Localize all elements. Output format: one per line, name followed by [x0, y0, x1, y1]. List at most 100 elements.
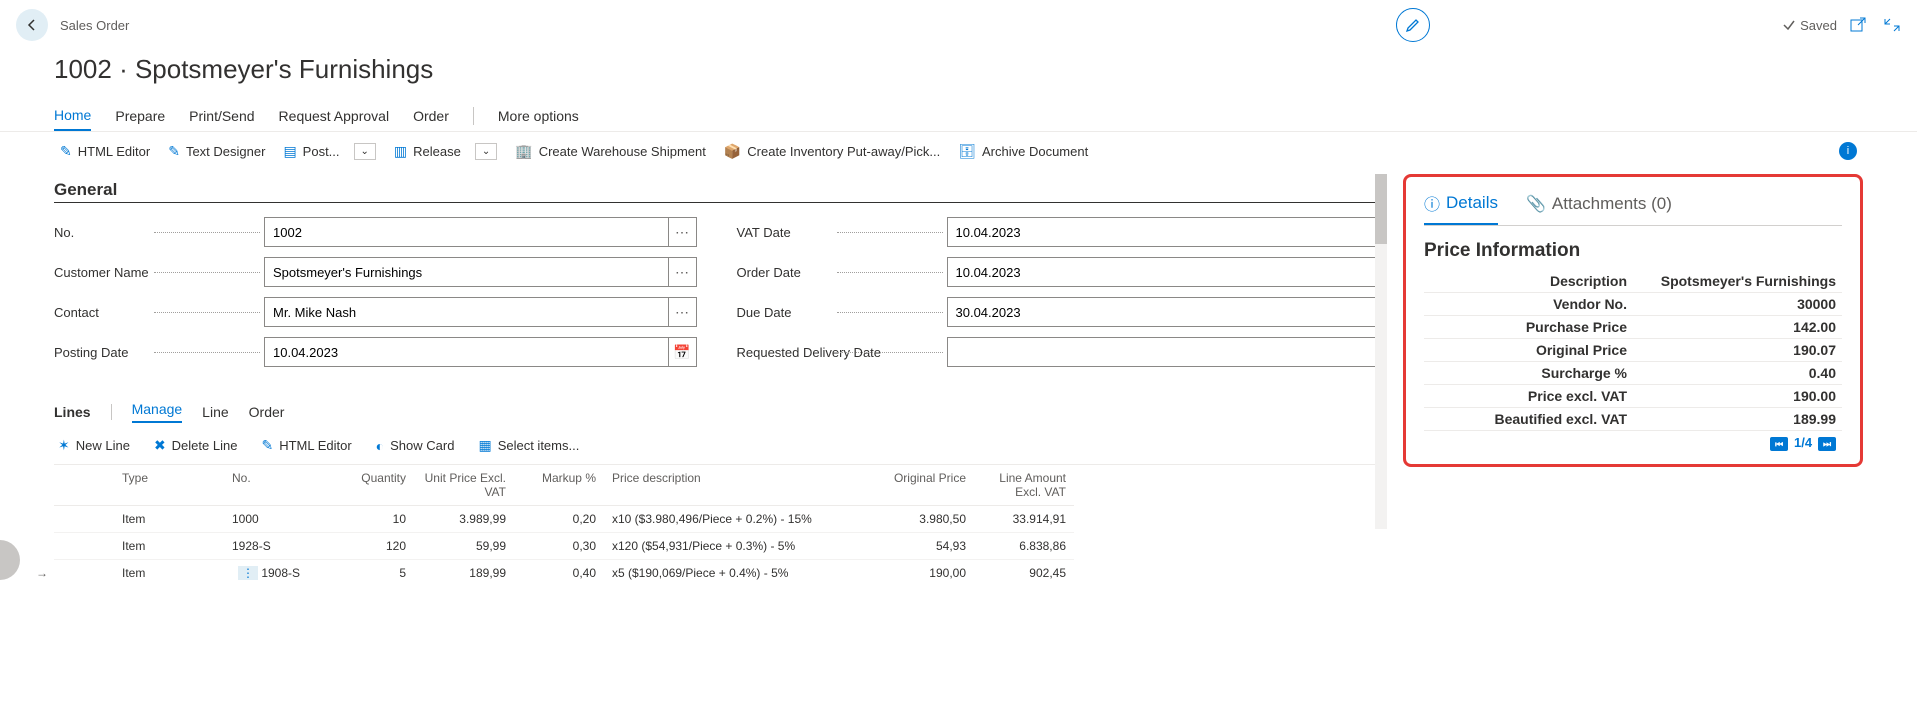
due-date-input[interactable] [947, 297, 1380, 327]
requested-delivery-input[interactable] [947, 337, 1380, 367]
posting-date-input[interactable] [264, 337, 669, 367]
row-menu-button[interactable]: ⋮ [238, 566, 258, 580]
delete-icon: ✖ [154, 437, 166, 454]
col-unit-price[interactable]: Unit Price Excl. VAT [414, 465, 514, 506]
contact-input[interactable] [264, 297, 669, 327]
new-line-button[interactable]: ✶New Line [58, 437, 130, 454]
lines-tab-line[interactable]: Line [202, 404, 228, 420]
post-button[interactable]: ▤Post... [283, 143, 339, 160]
no-label: No. [54, 225, 264, 240]
col-quantity[interactable]: Quantity [324, 465, 414, 506]
posting-date-label: Posting Date [54, 345, 264, 360]
tab-order[interactable]: Order [413, 102, 449, 130]
archive-button[interactable]: 🗄Archive Document [958, 143, 1088, 160]
main-tabs: Home Prepare Print/Send Request Approval… [0, 101, 1917, 132]
purchase-label: Purchase Price [1424, 316, 1633, 339]
table-row[interactable]: Item1000103.989,990,20x10 ($3.980,496/Pi… [54, 506, 1379, 533]
show-card-button[interactable]: ◐Show Card [376, 437, 455, 454]
release-button[interactable]: ▥Release [394, 143, 461, 160]
warehouse-icon: 🏢 [515, 143, 532, 160]
share-icon[interactable] [1849, 16, 1867, 34]
col-type[interactable]: Type [114, 465, 224, 506]
delete-line-button[interactable]: ✖Delete Line [154, 437, 238, 454]
tab-divider [473, 107, 474, 125]
cell-qty: 120 [324, 533, 414, 560]
tab-prepare[interactable]: Prepare [115, 102, 165, 130]
select-icon: ▦ [478, 437, 491, 454]
col-markup[interactable]: Markup % [514, 465, 604, 506]
order-date-input[interactable] [947, 257, 1380, 287]
cell-qty: 10 [324, 506, 414, 533]
text-designer-button[interactable]: ✎Text Designer [168, 143, 265, 160]
attachments-tab[interactable]: 📎 Attachments (0) [1526, 189, 1672, 225]
surcharge-label: Surcharge % [1424, 362, 1633, 385]
cell-orig-price: 190,00 [864, 560, 974, 586]
release-dropdown[interactable]: ⌄ [475, 143, 497, 160]
info-button[interactable]: i [1839, 142, 1857, 160]
pencil-icon [1405, 17, 1421, 33]
post-dropdown[interactable]: ⌄ [354, 143, 376, 160]
card-icon: ◐ [376, 438, 384, 454]
release-icon: ▥ [394, 143, 407, 160]
general-section-title: General [54, 174, 1379, 203]
table-row[interactable]: Item1928-S12059,990,30x120 ($54,931/Piec… [54, 533, 1379, 560]
tab-print-send[interactable]: Print/Send [189, 102, 254, 130]
tab-home[interactable]: Home [54, 101, 91, 131]
col-original-price[interactable]: Original Price [864, 465, 974, 506]
lines-html-editor-button[interactable]: ✎HTML Editor [261, 437, 351, 454]
contact-lookup-button[interactable]: ⋯ [669, 297, 697, 327]
html-editor-button[interactable]: ✎HTML Editor [60, 143, 150, 160]
beautified-label: Beautified excl. VAT [1424, 408, 1633, 431]
page-title: 1002 · Spotsmeyer's Furnishings [0, 50, 1917, 101]
cell-type: Item [114, 560, 224, 586]
beautified-value: 189.99 [1633, 408, 1842, 431]
cell-type: Item [114, 533, 224, 560]
edit-button[interactable] [1396, 8, 1430, 42]
table-row[interactable]: →Item⋮ 1908-S5189,990,40x5 ($190,069/Pie… [54, 560, 1379, 586]
col-line-amount[interactable]: Line Amount Excl. VAT [974, 465, 1074, 506]
priceexcl-label: Price excl. VAT [1424, 385, 1633, 408]
col-no[interactable]: No. [224, 465, 324, 506]
create-inventory-button[interactable]: 📦Create Inventory Put-away/Pick... [724, 143, 940, 160]
order-date-label: Order Date [737, 265, 947, 280]
cell-line-amount: 6.838,86 [974, 533, 1074, 560]
cell-unit-price: 59,99 [414, 533, 514, 560]
lines-title: Lines [54, 404, 91, 420]
info-icon: ⓘ [1424, 191, 1440, 215]
nav-next-button[interactable]: ⏭ [1818, 437, 1836, 451]
nav-first-button[interactable]: ⏮ [1770, 437, 1788, 451]
select-items-button[interactable]: ▦Select items... [478, 437, 579, 454]
vat-date-label: VAT Date [737, 225, 947, 240]
lines-tab-manage[interactable]: Manage [132, 401, 183, 423]
back-button[interactable] [16, 9, 48, 41]
cell-no: ⋮ 1908-S [224, 560, 324, 586]
contact-label: Contact [54, 305, 264, 320]
collapse-icon[interactable] [1883, 16, 1901, 34]
lines-tab-order[interactable]: Order [249, 404, 285, 420]
tab-more-options[interactable]: More options [498, 102, 579, 130]
origprice-value: 190.07 [1633, 339, 1842, 362]
cell-no: 1000 [224, 506, 324, 533]
posting-date-picker-button[interactable]: 📅 [669, 337, 697, 367]
pencil-icon: ✎ [168, 143, 180, 160]
pencil-icon: ✎ [261, 437, 273, 454]
col-price-desc[interactable]: Price description [604, 465, 864, 506]
surcharge-value: 0.40 [1633, 362, 1842, 385]
details-tab[interactable]: ⓘ Details [1424, 189, 1498, 225]
customer-name-input[interactable] [264, 257, 669, 287]
cell-line-amount: 33.914,91 [974, 506, 1074, 533]
cell-qty: 5 [324, 560, 414, 586]
checkmark-icon [1782, 18, 1796, 32]
arrow-left-icon [24, 17, 40, 33]
new-icon: ✶ [58, 437, 70, 454]
vat-date-input[interactable] [947, 217, 1380, 247]
tab-request-approval[interactable]: Request Approval [279, 102, 390, 130]
saved-status: Saved [1782, 18, 1837, 33]
cell-orig-price: 3.980,50 [864, 506, 974, 533]
cell-markup: 0,30 [514, 533, 604, 560]
scrollbar[interactable] [1375, 174, 1387, 529]
no-lookup-button[interactable]: ⋯ [669, 217, 697, 247]
create-warehouse-button[interactable]: 🏢Create Warehouse Shipment [515, 143, 706, 160]
customer-lookup-button[interactable]: ⋯ [669, 257, 697, 287]
no-input[interactable] [264, 217, 669, 247]
